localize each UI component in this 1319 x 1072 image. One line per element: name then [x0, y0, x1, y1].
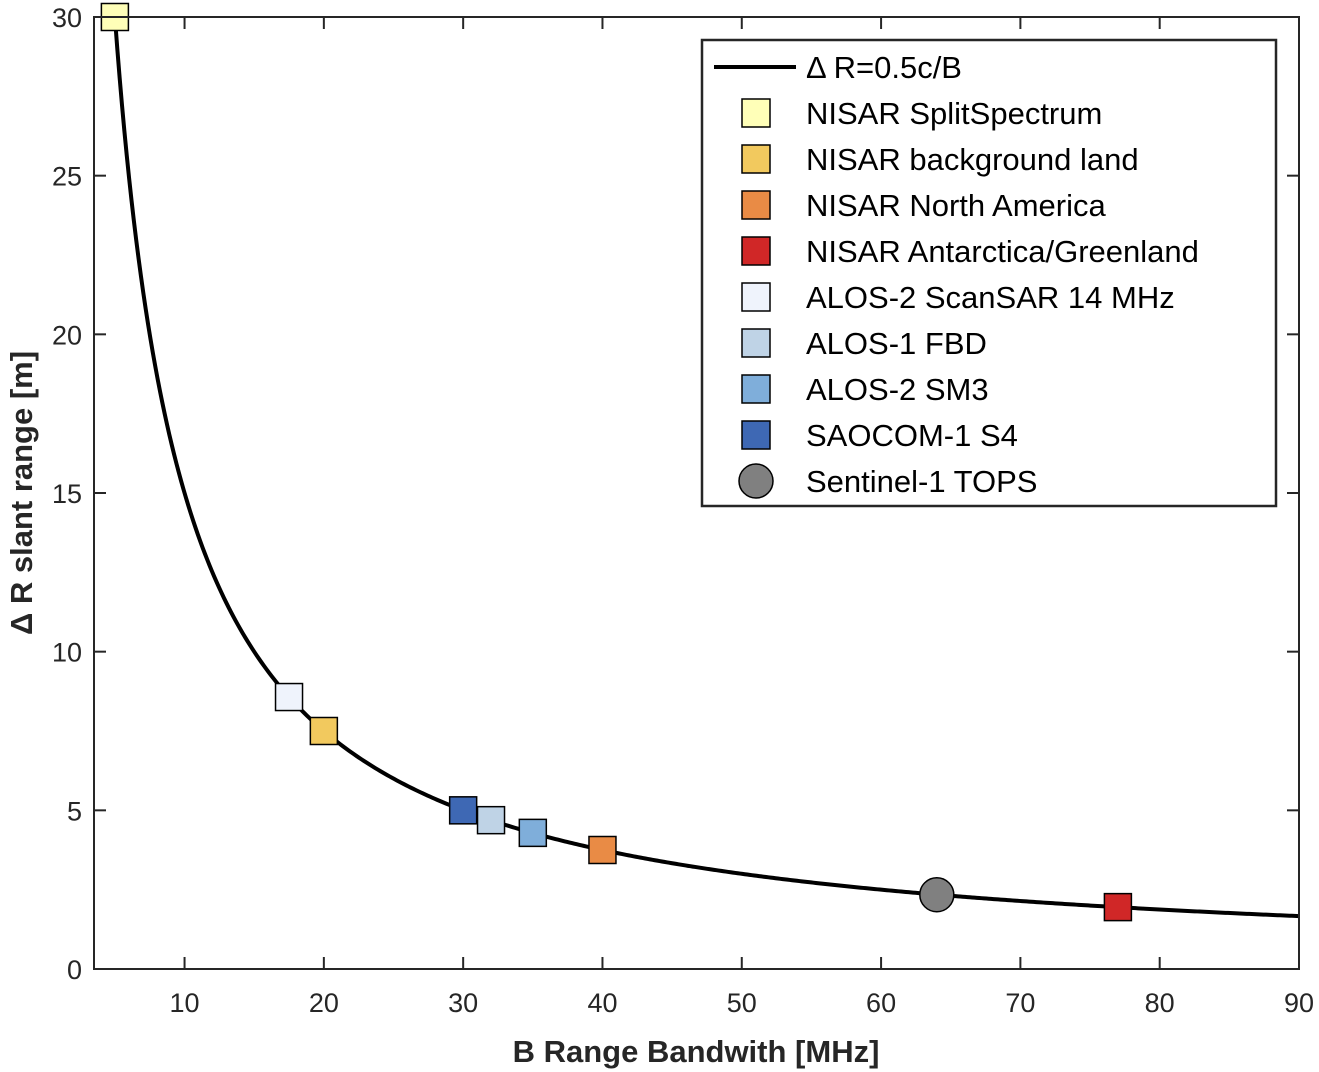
legend-label: ALOS-2 ScanSAR 14 MHz [806, 280, 1175, 315]
legend-swatch [741, 374, 771, 404]
data-point [476, 805, 506, 835]
data-point [309, 716, 339, 746]
data-point [1103, 892, 1133, 922]
legend-swatch [741, 420, 771, 450]
y-tick-label: 10 [52, 638, 82, 668]
legend-swatch [741, 190, 771, 220]
y-tick-label: 20 [52, 320, 82, 350]
legend-swatch [741, 282, 771, 312]
y-tick-label: 0 [67, 955, 82, 985]
legend-swatch [741, 328, 771, 358]
x-tick-label: 40 [587, 988, 617, 1018]
legend-label: NISAR background land [806, 142, 1139, 177]
data-point [518, 818, 548, 848]
legend-label: NISAR Antarctica/Greenland [806, 234, 1199, 269]
x-tick-label: 60 [866, 988, 896, 1018]
x-tick-label: 20 [309, 988, 339, 1018]
data-point [588, 835, 617, 865]
y-tick-label: 5 [67, 796, 82, 826]
x-tick-label: 70 [1005, 988, 1035, 1018]
legend-label: ALOS-2 SM3 [806, 372, 989, 407]
legend-box [700, 38, 1278, 508]
legend-swatch [738, 463, 774, 499]
y-tick-label: 15 [52, 479, 82, 509]
x-tick-label: 50 [727, 988, 757, 1018]
legend: Δ R=0.5c/B NISAR SplitSpectrum NISAR backg… [700, 38, 1278, 508]
y-axis-label: Δ R slant range [m] [4, 351, 39, 635]
legend-label: SAOCOM-1 S4 [806, 418, 1018, 453]
y-tick-label: 30 [52, 3, 82, 33]
legend-swatch [741, 144, 771, 174]
legend-label: Δ R=0.5c/B [806, 50, 962, 85]
legend-label: ALOS-1 FBD [806, 326, 987, 361]
x-tick-label: 10 [170, 988, 200, 1018]
x-axis-label: B Range Bandwith [MHz] [513, 1034, 880, 1069]
data-point [448, 796, 478, 825]
legend-swatch [741, 98, 771, 128]
y-tick-label: 25 [52, 162, 82, 192]
data-point [919, 876, 955, 913]
x-tick-label: 30 [448, 988, 478, 1018]
data-point [274, 682, 304, 712]
legend-label: NISAR North America [806, 188, 1107, 223]
x-tick-label: 90 [1284, 988, 1314, 1018]
plot-frame [93, 16, 1300, 970]
legend-label: NISAR SplitSpectrum [806, 96, 1102, 131]
legend-swatch [741, 236, 771, 266]
x-tick-label: 80 [1145, 988, 1175, 1018]
legend-label: Sentinel-1 TOPS [806, 464, 1038, 499]
